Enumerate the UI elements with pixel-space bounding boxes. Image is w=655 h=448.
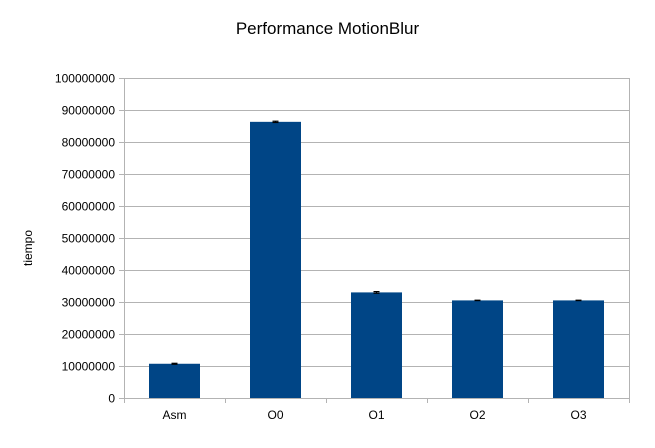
y-tick-label: 10000000 [62, 360, 116, 374]
y-tick-label: 50000000 [62, 232, 116, 246]
y-tick-label: 70000000 [62, 168, 116, 182]
y-tick-label: 60000000 [62, 200, 116, 214]
x-tick-label: O3 [570, 408, 586, 422]
y-tick-label: 0 [108, 392, 115, 406]
x-tick-label: O0 [267, 408, 283, 422]
bar-o1 [351, 292, 402, 398]
y-tick-label: 90000000 [62, 104, 116, 118]
y-tick-label: 40000000 [62, 264, 116, 278]
bar-o2 [452, 300, 503, 398]
bar-o3 [553, 300, 604, 398]
x-tick-label: O2 [469, 408, 485, 422]
chart-title: Performance MotionBlur [235, 19, 420, 38]
y-tick-labels: 0 10000000 20000000 30000000 40000000 5000000… [55, 72, 115, 406]
y-tick-label: 20000000 [62, 328, 116, 342]
y-tick-label: 80000000 [62, 136, 116, 150]
bars [149, 121, 604, 398]
y-tick-label: 100000000 [55, 72, 115, 86]
x-tick-labels: Asm O0 O1 O2 O3 [163, 408, 587, 422]
x-tick-label: O1 [368, 408, 384, 422]
error-bars [171, 120, 582, 365]
axes [124, 78, 630, 403]
x-tick-label: Asm [163, 408, 187, 422]
bar-o0 [250, 121, 301, 398]
y-tick-label: 30000000 [62, 296, 116, 310]
bar-asm [149, 363, 200, 398]
